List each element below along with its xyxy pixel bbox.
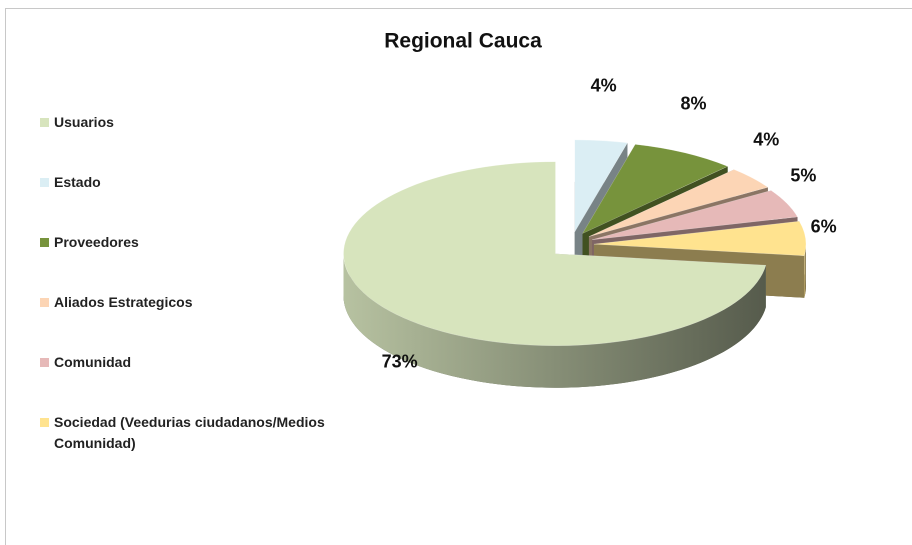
- legend-label: Proveedores: [54, 234, 139, 250]
- legend-item: Sociedad (Veedurias ciudadanos/Medios Co…: [40, 412, 330, 454]
- legend-swatch: [40, 298, 49, 307]
- legend-swatch: [40, 118, 49, 127]
- legend-label: Comunidad: [54, 354, 131, 370]
- legend-item: Estado: [40, 172, 330, 193]
- legend-label: Sociedad (Veedurias ciudadanos/Medios Co…: [54, 414, 325, 451]
- legend-label: Aliados Estrategicos: [54, 294, 193, 310]
- data-label: 4%: [591, 76, 617, 96]
- data-label: 6%: [811, 216, 837, 236]
- chart-title: Regional Cauca: [384, 30, 542, 53]
- data-label: 73%: [382, 351, 418, 371]
- data-label: 5%: [790, 166, 816, 186]
- slice-top: [343, 161, 767, 346]
- legend-item: Proveedores: [40, 232, 330, 253]
- slice-top: [574, 139, 628, 233]
- pie: 73% 4% 8% 4% 5% 6%: [343, 76, 837, 388]
- slice-top: [588, 169, 769, 237]
- legend-swatch: [40, 178, 49, 187]
- legend-item: Comunidad: [40, 352, 330, 373]
- legend-swatch: [40, 418, 49, 427]
- slice-top: [592, 190, 798, 241]
- data-label: 4%: [753, 129, 779, 149]
- pie-slice: [343, 161, 767, 388]
- slice-top: [593, 221, 807, 256]
- legend-label: Estado: [54, 174, 101, 190]
- legend-item: Usuarios: [40, 112, 330, 133]
- slice-top: [581, 144, 729, 234]
- slice-wall: [343, 253, 766, 388]
- legend-label: Usuarios: [54, 114, 114, 130]
- legend-swatch: [40, 238, 49, 247]
- data-label: 8%: [680, 93, 706, 113]
- legend-item: Aliados Estrategicos: [40, 292, 330, 313]
- legend-swatch: [40, 358, 49, 367]
- slice-wall: [804, 242, 806, 298]
